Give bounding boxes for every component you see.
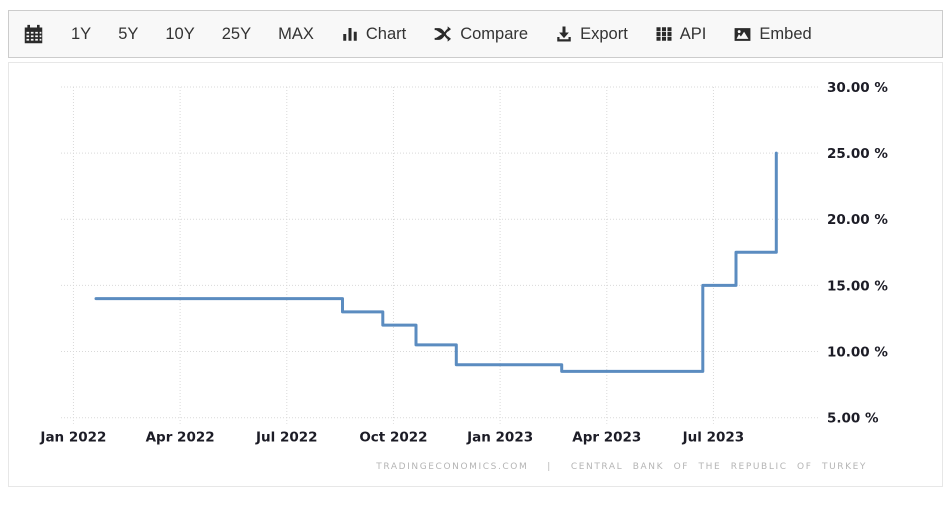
range-label: 10Y (165, 24, 195, 43)
svg-text:Oct 2022: Oct 2022 (359, 430, 427, 446)
svg-text:25.00 %: 25.00 % (827, 146, 888, 162)
download-icon (555, 25, 573, 43)
chart-type-label: Chart (365, 24, 407, 43)
svg-text:30.00 %: 30.00 % (827, 80, 888, 96)
range-button-5y[interactable]: 5Y (118, 26, 138, 43)
grid-icon (655, 25, 673, 43)
calendar-icon (23, 24, 44, 45)
export-label: Export (580, 24, 628, 43)
svg-text:Apr 2023: Apr 2023 (572, 430, 641, 446)
image-icon (733, 25, 752, 44)
source-attribution: TRADINGECONOMICS.COM | CENTRAL BANK OF T… (376, 462, 867, 472)
api-button[interactable]: API (655, 24, 707, 43)
export-button[interactable]: Export (555, 25, 628, 43)
range-button-max[interactable]: MAX (278, 26, 314, 43)
svg-text:Apr 2022: Apr 2022 (146, 430, 215, 446)
axis-labels: 30.00 % 25.00 % 20.00 % 15.00 % 10.00 % 5.00 … (39, 80, 888, 446)
range-label: MAX (278, 24, 314, 43)
api-label: API (679, 24, 707, 43)
chart-type-button[interactable]: Chart (341, 25, 406, 43)
svg-text:Jul 2023: Jul 2023 (682, 430, 745, 446)
rate-step-line[interactable] (94, 151, 778, 373)
svg-text:Jul 2022: Jul 2022 (255, 430, 318, 446)
range-button-25y[interactable]: 25Y (222, 26, 251, 43)
shuffle-icon (433, 24, 453, 44)
range-label: 5Y (118, 24, 139, 43)
bar-chart-icon (341, 25, 359, 43)
chart-toolbar: 1Y 5Y 10Y 25Y MAX Chart Compare (8, 10, 943, 58)
svg-text:Jan 2022: Jan 2022 (39, 430, 106, 446)
svg-text:Jan 2023: Jan 2023 (466, 430, 533, 446)
embed-label: Embed (759, 24, 812, 43)
svg-text:10.00 %: 10.00 % (827, 345, 888, 361)
range-button-1y[interactable]: 1Y (71, 26, 91, 43)
svg-text:5.00 %: 5.00 % (827, 411, 879, 427)
svg-text:15.00 %: 15.00 % (827, 278, 888, 294)
compare-button[interactable]: Compare (433, 24, 528, 44)
embed-button[interactable]: Embed (733, 24, 812, 44)
interest-rate-chart[interactable]: 30.00 % 25.00 % 20.00 % 15.00 % 10.00 % 5.00 … (9, 63, 942, 486)
chart-panel: 30.00 % 25.00 % 20.00 % 15.00 % 10.00 % 5.00 … (8, 62, 943, 487)
compare-label: Compare (460, 24, 529, 43)
range-button-10y[interactable]: 10Y (165, 26, 194, 43)
svg-text:20.00 %: 20.00 % (827, 212, 888, 228)
range-label: 1Y (71, 24, 92, 43)
gridlines (61, 86, 819, 424)
date-range-picker-button[interactable] (23, 24, 44, 45)
range-label: 25Y (221, 24, 252, 43)
